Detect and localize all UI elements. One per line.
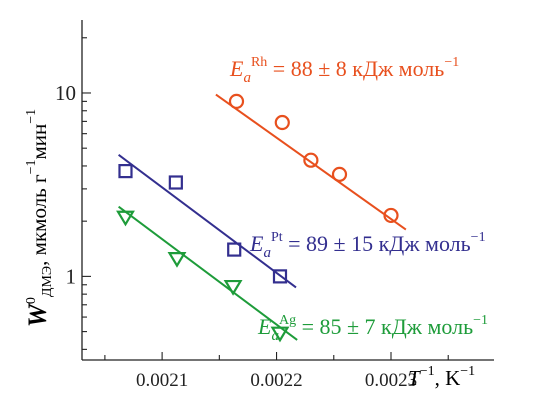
x-axis-label-unit-sup: −1 <box>460 364 476 379</box>
axes: 1 10 0.0021 0.0022 0.0023 <box>55 20 494 391</box>
point-rh <box>274 114 290 131</box>
point-rh <box>303 152 319 168</box>
y-axis-label-sup-b: −1 <box>24 108 39 124</box>
label-ea-ag-sub: a <box>271 328 279 344</box>
point-ag <box>116 210 135 227</box>
x-axis-label-sup: −1 <box>419 364 435 379</box>
label-ea-pt-symbol: E <box>250 231 264 256</box>
point-rh <box>331 166 348 182</box>
y-tick-label: 10 <box>55 81 76 105</box>
label-ea-rh-sub: a <box>243 70 251 86</box>
point-ag <box>270 326 290 343</box>
point-ag <box>167 252 187 268</box>
label-ea-pt-text: = 89 ± 15 кДж моль <box>282 231 471 256</box>
x-tick-label: 0.0023 <box>365 370 417 391</box>
y-axis-label-sup-a: −1 <box>24 159 39 175</box>
label-ea-ag: EaAg = 85 ± 7 кДж моль−1 <box>258 313 489 344</box>
fit-line-rh <box>215 93 407 231</box>
point-rh <box>383 207 399 224</box>
fit-lines <box>118 93 407 341</box>
label-ea-rh: EaRh = 88 ± 8 кДж моль−1 <box>230 55 460 86</box>
y-axis-label-sub: ДМЭ <box>40 265 55 298</box>
label-ea-rh-text: = 88 ± 8 кДж моль <box>267 56 445 81</box>
data-points <box>116 93 399 343</box>
y-axis-label-sup: 0 <box>24 297 39 305</box>
label-ea-ag-text: = 85 ± 7 кДж моль <box>296 314 474 339</box>
label-ea-rh-sup: Rh <box>250 55 268 70</box>
point-pt <box>272 269 288 284</box>
label-ea-rh-symbol: E <box>230 56 244 81</box>
y-axis-label-main: W <box>23 304 52 328</box>
label-ea-pt-sup: Pt <box>270 230 283 245</box>
x-axis-label-unit: , K <box>434 366 461 390</box>
y-axis-label: W0ДМЭ, мкмоль г−1мин−1 <box>23 108 55 328</box>
fit-line-pt <box>118 154 297 289</box>
label-ea-rh-unit-sup: −1 <box>444 55 460 70</box>
label-ea-ag-symbol: E <box>258 314 272 339</box>
point-ag <box>223 279 243 296</box>
y-axis-label-unit-a: , мкмоль г <box>27 174 51 266</box>
point-pt <box>118 164 133 179</box>
x-tick-label: 0.0021 <box>136 370 188 391</box>
x-tick-label: 0.0022 <box>250 370 302 391</box>
point-pt <box>227 242 242 257</box>
label-ea-pt: EaPt = 89 ± 15 кДж моль−1 <box>250 230 486 261</box>
fit-line-ag <box>118 205 298 341</box>
label-ea-ag-unit-sup: −1 <box>473 313 489 328</box>
label-ea-ag-sup: Ag <box>278 313 297 328</box>
point-pt <box>168 175 183 190</box>
y-axis-label-unit-b: мин <box>27 123 51 160</box>
point-rh <box>228 93 245 109</box>
label-ea-pt-unit-sup: −1 <box>470 230 486 245</box>
y-tick-label: 1 <box>66 264 77 288</box>
label-ea-pt-sub: a <box>263 245 271 261</box>
x-axis-label: T−1, K−1 <box>408 364 476 391</box>
x-axis-label-main: T <box>408 366 420 390</box>
